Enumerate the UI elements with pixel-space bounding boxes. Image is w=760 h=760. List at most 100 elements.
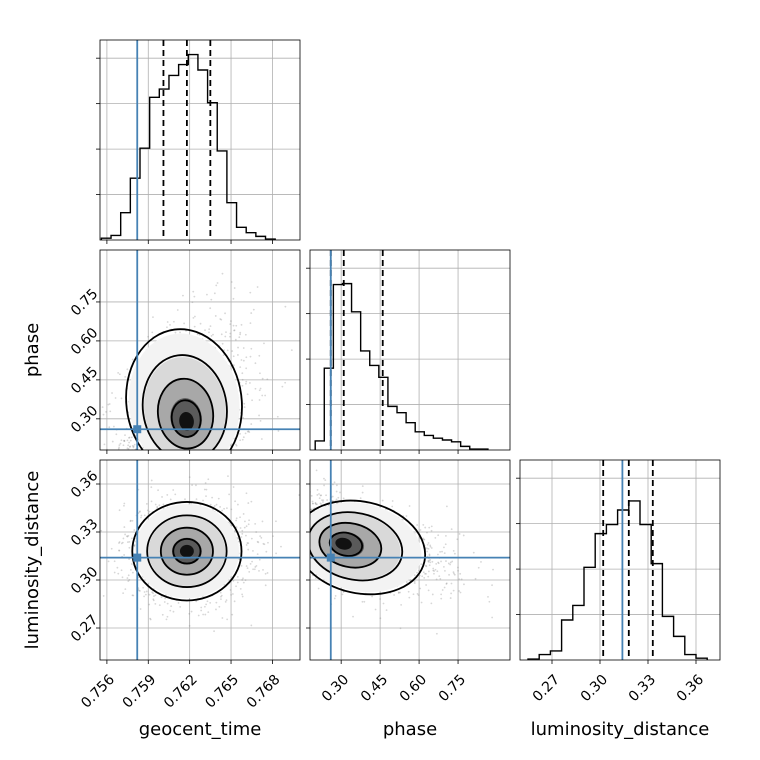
sample-point [128, 445, 131, 448]
sample-point [430, 547, 433, 549]
sample-point [439, 577, 442, 580]
sample-point [232, 486, 235, 488]
sample-point [169, 323, 171, 326]
sample-point [385, 508, 387, 511]
sample-point [213, 292, 216, 295]
sample-point [405, 515, 408, 517]
sample-point [188, 502, 191, 505]
sample-point [220, 595, 222, 598]
sample-point [214, 315, 217, 317]
sample-point [230, 320, 232, 322]
sample-point [118, 373, 121, 376]
sample-point [472, 551, 475, 554]
sample-point [209, 601, 212, 604]
sample-point [145, 503, 148, 505]
sample-point [453, 572, 455, 575]
sample-point [261, 377, 264, 380]
sample-point [430, 602, 433, 605]
sample-point [420, 563, 423, 566]
sample-point [453, 573, 456, 576]
sample-point [121, 576, 124, 579]
sample-point [256, 540, 259, 543]
sample-point [237, 346, 239, 349]
sample-point [208, 331, 210, 334]
sample-point [114, 397, 117, 399]
histogram-step-line [314, 282, 489, 450]
sample-point [261, 520, 264, 523]
sample-point [266, 378, 269, 381]
sample-point [172, 610, 175, 613]
sample-point [219, 591, 222, 594]
sample-point [156, 507, 159, 509]
sample-point [361, 600, 364, 603]
sample-point [209, 503, 212, 506]
sample-point [224, 312, 226, 315]
sample-point [240, 359, 243, 361]
sample-point [152, 316, 154, 319]
sample-point [242, 513, 245, 515]
sample-point [128, 579, 131, 581]
sample-point [339, 491, 341, 494]
sample-point [456, 538, 459, 541]
sample-point [264, 572, 267, 575]
sample-point [259, 419, 262, 422]
sample-point [417, 569, 420, 572]
sample-point [140, 514, 143, 517]
sample-point [203, 605, 206, 608]
sample-point [123, 554, 126, 556]
sample-point [127, 448, 130, 450]
sample-point [108, 403, 111, 405]
sample-point [441, 589, 444, 591]
sample-point [436, 570, 439, 573]
sample-point [235, 444, 238, 447]
sample-point [249, 562, 252, 565]
sample-point [260, 536, 263, 539]
sample-point [204, 329, 206, 332]
sample-point [194, 315, 196, 318]
sample-point [237, 354, 239, 356]
sample-point [438, 575, 441, 578]
sample-point [241, 372, 244, 375]
sample-point [120, 542, 123, 545]
sample-point [317, 587, 320, 590]
sample-point [434, 536, 437, 539]
sample-point [491, 584, 493, 587]
sample-point [359, 497, 362, 500]
sample-point [477, 566, 480, 569]
sample-point [107, 560, 110, 563]
sample-point [444, 569, 446, 572]
sample-point [252, 308, 255, 311]
sample-point [408, 505, 411, 507]
sample-point [172, 489, 175, 491]
sample-point [239, 331, 242, 334]
sample-point [235, 443, 237, 446]
sample-point [249, 291, 252, 294]
sample-point [166, 602, 169, 605]
sample-point [118, 444, 121, 447]
sample-point [405, 581, 408, 584]
sample-point [428, 526, 431, 529]
sample-point [150, 479, 153, 482]
sample-point [242, 577, 244, 580]
sample-point [169, 609, 172, 612]
sample-point [212, 333, 214, 336]
sample-point [298, 494, 300, 496]
sample-point [322, 501, 324, 503]
sample-point [204, 482, 207, 484]
sample-point [284, 381, 287, 384]
sample-point [341, 593, 344, 596]
sample-point [452, 571, 455, 573]
sample-point [399, 591, 401, 594]
sample-point [232, 297, 235, 300]
sample-point [188, 612, 191, 615]
sample-point [239, 333, 242, 336]
sample-point [117, 371, 120, 374]
sample-point [321, 499, 323, 501]
sample-point [132, 445, 135, 448]
sample-point [107, 403, 110, 406]
sample-point [236, 581, 239, 584]
sample-point [258, 558, 261, 561]
sample-point [333, 481, 336, 484]
sample-point [206, 600, 209, 603]
sample-point [265, 550, 268, 553]
